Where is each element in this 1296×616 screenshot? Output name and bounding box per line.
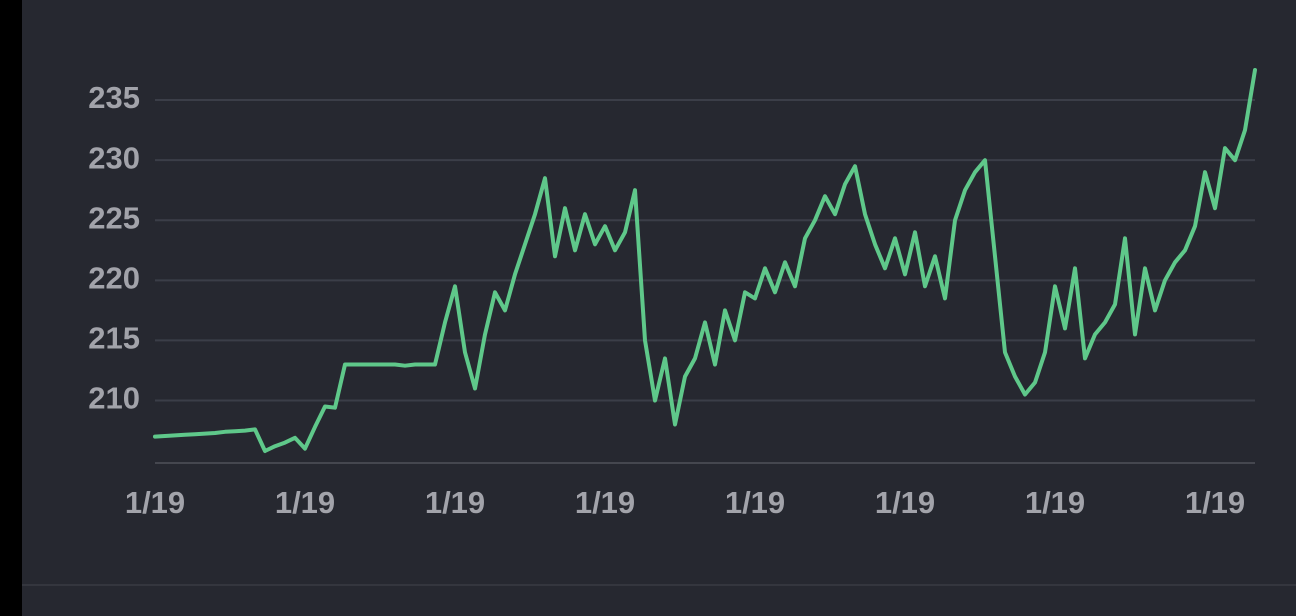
y-tick-label: 210 [88, 381, 140, 416]
x-tick-label: 1/19 [1185, 485, 1245, 520]
x-tick-label: 1/19 [425, 485, 485, 520]
y-tick-label: 215 [88, 321, 140, 356]
x-tick-label: 1/19 [275, 485, 335, 520]
y-tick-label: 230 [88, 140, 140, 175]
x-tick-label: 1/19 [125, 485, 185, 520]
y-tick-label: 225 [88, 200, 140, 235]
x-tick-label: 1/19 [875, 485, 935, 520]
x-tick-label: 1/19 [1025, 485, 1085, 520]
price-line [153, 68, 1257, 453]
x-tick-label: 1/19 [725, 485, 785, 520]
y-tick-label: 220 [88, 261, 140, 296]
panel [22, 0, 1296, 616]
x-tick-label: 1/19 [575, 485, 635, 520]
y-tick-label: 235 [88, 80, 140, 115]
